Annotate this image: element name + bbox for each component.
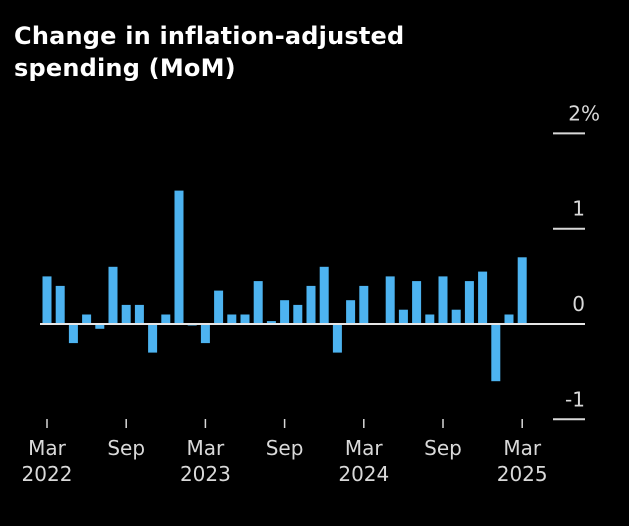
bar-2024-12 xyxy=(478,271,488,324)
bar-2023-10 xyxy=(293,304,303,324)
bar-2022-08 xyxy=(108,266,118,324)
bar-2024-08 xyxy=(425,314,435,324)
bar-2025-03 xyxy=(517,257,527,324)
bar-2024-10 xyxy=(451,309,461,324)
bar-2022-07 xyxy=(95,324,105,329)
chart-title-line-1: Change in inflation-adjusted xyxy=(14,22,405,50)
x-tick-label-month: Mar xyxy=(503,436,542,460)
x-tick-label-year: 2024 xyxy=(338,462,389,486)
bar-2024-05 xyxy=(385,276,395,324)
x-tick-label-month: Sep xyxy=(107,436,145,460)
y-tick-label: 1 xyxy=(572,197,585,221)
bar-2023-04 xyxy=(214,290,224,324)
bar-2022-11 xyxy=(148,324,158,353)
bar-2023-01 xyxy=(174,190,184,324)
bars-group xyxy=(42,190,527,382)
chart-title-line-2: spending (MoM) xyxy=(14,54,236,82)
bar-2025-01 xyxy=(491,324,501,382)
bar-2023-07 xyxy=(253,281,263,324)
bar-2024-09 xyxy=(438,276,448,324)
y-tick-label: 0 xyxy=(572,292,585,316)
x-tick-label-month: Mar xyxy=(28,436,67,460)
bar-2024-01 xyxy=(332,324,342,353)
bar-2023-08 xyxy=(266,321,276,324)
x-tick-label-month: Sep xyxy=(266,436,304,460)
bar-2022-05 xyxy=(68,324,78,344)
x-tick-label-month: Mar xyxy=(187,436,226,460)
bar-2024-11 xyxy=(464,281,474,324)
chart-title: Change in inflation-adjusted spending (M… xyxy=(14,20,404,84)
bar-2022-03 xyxy=(42,276,52,324)
bar-2022-04 xyxy=(55,285,65,324)
bar-2024-03 xyxy=(359,285,369,324)
bar-2023-09 xyxy=(280,300,290,324)
y-tick-label: 2% xyxy=(568,101,600,125)
bar-2024-07 xyxy=(412,281,422,324)
bar-2022-10 xyxy=(134,304,144,324)
bar-2024-06 xyxy=(398,309,408,324)
bar-2023-11 xyxy=(306,285,316,324)
x-tick-label-year: 2022 xyxy=(22,462,73,486)
bar-2023-12 xyxy=(319,266,329,324)
bar-2023-05 xyxy=(227,314,237,324)
bar-2023-06 xyxy=(240,314,250,324)
x-tick-label-year: 2023 xyxy=(180,462,231,486)
bar-2024-02 xyxy=(346,300,356,324)
x-tick-label-year: 2025 xyxy=(497,462,548,486)
y-axis: 2% 1 0 -1 xyxy=(553,101,600,421)
bar-2022-12 xyxy=(161,314,171,324)
bar-2022-09 xyxy=(121,304,131,324)
bar-2023-03 xyxy=(200,324,210,344)
bar-2025-02 xyxy=(504,314,514,324)
y-tick-label: -1 xyxy=(565,387,585,411)
x-tick-label-month: Sep xyxy=(424,436,462,460)
bar-2022-06 xyxy=(82,314,92,324)
x-tick-label-month: Mar xyxy=(345,436,384,460)
